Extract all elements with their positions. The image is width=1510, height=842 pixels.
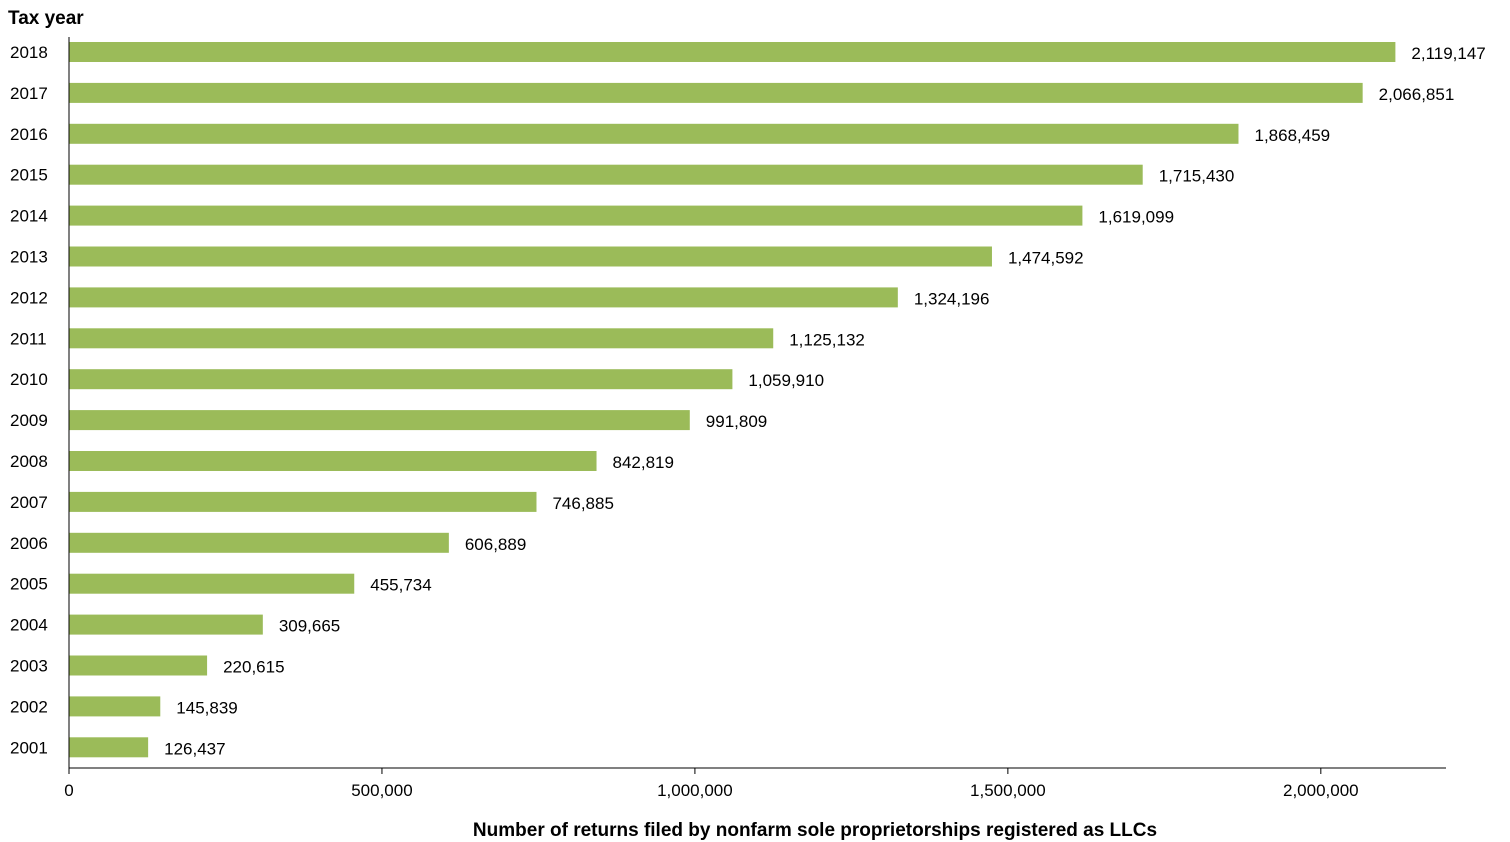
value-label-2018: 2,119,147 <box>1411 44 1485 63</box>
value-label-2003: 220,615 <box>223 658 284 677</box>
x-tick-label: 500,000 <box>351 781 412 800</box>
category-labels-group: 2018 2017 2016 2015 2014 2013 2012 2011 2010 2009… <box>10 43 48 757</box>
category-label-2004: 2004 <box>10 616 48 635</box>
category-label-2009: 2009 <box>10 411 48 430</box>
bar-2013 <box>69 246 992 267</box>
value-label-2006: 606,889 <box>465 535 526 554</box>
x-tick-label: 1,500,000 <box>970 781 1046 800</box>
value-label-2016: 1,868,459 <box>1254 126 1330 145</box>
bar-2011 <box>69 328 774 349</box>
value-label-2015: 1,715,430 <box>1159 167 1235 186</box>
bars-group <box>69 42 1396 758</box>
y-axis-title: Tax year <box>8 8 84 29</box>
value-label-2008: 842,819 <box>613 453 674 472</box>
bar-2004 <box>69 614 263 635</box>
category-label-2010: 2010 <box>10 370 48 389</box>
value-label-2011: 1,125,132 <box>789 330 865 349</box>
category-label-2011: 2011 <box>10 329 47 348</box>
bar-2009 <box>69 410 690 431</box>
value-label-2014: 1,619,099 <box>1098 208 1174 227</box>
bar-2012 <box>69 287 898 308</box>
category-label-2001: 2001 <box>10 738 48 757</box>
bar-2005 <box>69 573 355 594</box>
value-label-2005: 455,734 <box>370 576 431 595</box>
category-label-2006: 2006 <box>10 534 48 553</box>
value-label-2002: 145,839 <box>176 698 237 717</box>
value-label-2009: 991,809 <box>706 412 767 431</box>
x-axis-ticks-group: 0 500,000 1,000,000 1,500,000 2,000,000 <box>64 768 1359 800</box>
bar-2018 <box>69 42 1396 62</box>
x-tick-label: 0 <box>64 781 73 800</box>
value-label-2012: 1,324,196 <box>914 289 990 308</box>
value-label-2013: 1,474,592 <box>1008 249 1084 268</box>
category-label-2012: 2012 <box>10 288 48 307</box>
bar-2010 <box>69 369 733 390</box>
category-label-2017: 2017 <box>10 84 48 103</box>
bar-2002 <box>69 696 161 717</box>
bar-2006 <box>69 532 449 553</box>
bar-2001 <box>69 737 149 758</box>
category-label-2016: 2016 <box>10 125 48 144</box>
category-label-2008: 2008 <box>10 452 48 471</box>
category-label-2002: 2002 <box>10 697 48 716</box>
category-label-2007: 2007 <box>10 493 48 512</box>
value-labels-group: 2,119,147 2,066,851 1,868,459 1,715,430 1,61… <box>164 44 1486 758</box>
category-label-2015: 2015 <box>10 166 48 185</box>
category-label-2003: 2003 <box>10 657 48 676</box>
category-label-2014: 2014 <box>10 207 48 226</box>
value-label-2004: 309,665 <box>279 617 340 636</box>
bar-2007 <box>69 491 537 512</box>
value-label-2007: 746,885 <box>552 494 613 513</box>
bar-2008 <box>69 451 597 471</box>
bar-2016 <box>69 123 1239 144</box>
x-tick-label: 2,000,000 <box>1283 781 1359 800</box>
category-label-2013: 2013 <box>10 248 48 267</box>
value-label-2010: 1,059,910 <box>748 371 824 390</box>
bar-2014 <box>69 205 1083 226</box>
category-label-2005: 2005 <box>10 575 48 594</box>
category-label-2018: 2018 <box>10 43 48 62</box>
bar-2015 <box>69 164 1143 185</box>
value-label-2001: 126,437 <box>164 739 225 758</box>
bar-2003 <box>69 655 208 676</box>
value-label-2017: 2,066,851 <box>1379 85 1455 104</box>
x-tick-label: 1,000,000 <box>657 781 733 800</box>
x-axis-title: Number of returns filed by nonfarm sole … <box>473 820 1157 841</box>
bar-2017 <box>69 82 1363 103</box>
